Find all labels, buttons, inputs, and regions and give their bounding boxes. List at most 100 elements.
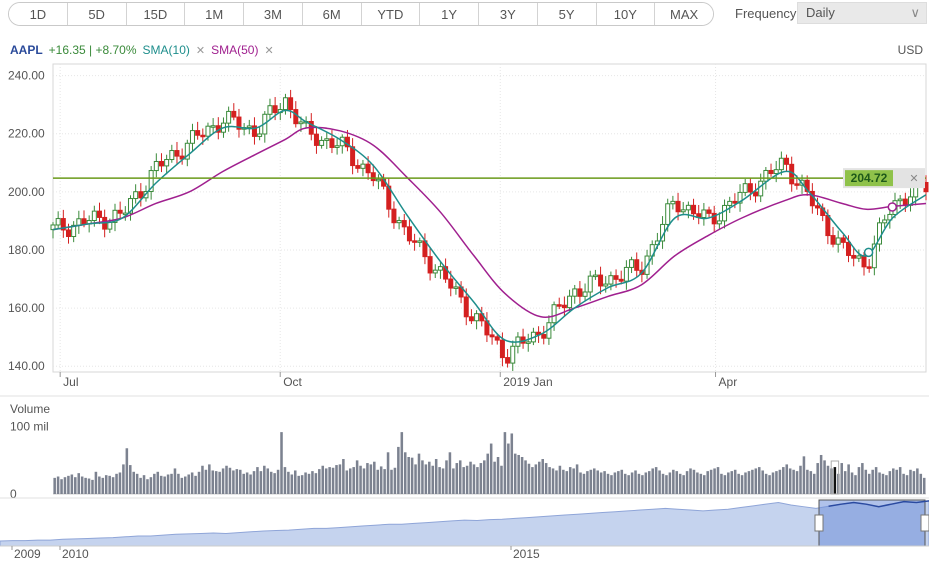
range-button-max[interactable]: MAX [655, 3, 713, 25]
volume-bar [304, 472, 307, 494]
volume-bar [410, 457, 414, 494]
volume-bar [922, 477, 926, 494]
volume-bar [843, 471, 847, 494]
range-button-5y[interactable]: 5Y [537, 3, 597, 25]
volume-bar [644, 472, 648, 494]
legend-sma50[interactable]: SMA(50) [211, 43, 259, 57]
candle-body [618, 278, 624, 282]
volume-bar [342, 459, 345, 494]
candle-body [722, 204, 728, 222]
candle-body [81, 218, 87, 225]
volume-bar [898, 467, 902, 494]
volume-bar [74, 477, 77, 494]
volume-bar [77, 473, 80, 494]
close-level-icon[interactable]: ✕ [909, 173, 918, 185]
legend-sma10[interactable]: SMA(10) [142, 43, 190, 57]
remove-sma10-icon[interactable]: ✕ [195, 44, 206, 57]
candle-body [603, 283, 609, 287]
volume-bar [70, 474, 74, 494]
candle-body [840, 237, 846, 243]
volume-bar [462, 467, 465, 494]
volume-bar [764, 473, 768, 494]
candle-body [313, 133, 319, 146]
volume-bar [689, 468, 692, 494]
volume-bar [177, 473, 180, 494]
range-button-6m[interactable]: 6M [302, 3, 362, 25]
volume-bar [218, 471, 221, 494]
candle-body [763, 169, 769, 182]
legend-change: +16.35 | +8.70% [48, 43, 137, 57]
volume-bar [287, 471, 290, 494]
volume-bar [534, 464, 538, 494]
range-button-15d[interactable]: 15D [126, 3, 186, 25]
volume-bar [132, 471, 135, 494]
volume-bar [393, 467, 397, 494]
volume-bar [369, 464, 373, 494]
volume-bar [338, 464, 342, 494]
range-button-5d[interactable]: 5D [67, 3, 127, 25]
volume-bar [641, 475, 644, 494]
volume-bar [335, 465, 338, 494]
volume-bar [273, 473, 276, 494]
y-tick-label: 160.00 [8, 301, 45, 315]
volume-bar [510, 433, 514, 494]
range-button-1m[interactable]: 1M [185, 3, 244, 25]
candle-body [195, 130, 201, 136]
volume-bar [709, 469, 713, 494]
volume-bar [634, 470, 637, 494]
volume-bar [812, 473, 816, 494]
range-button-1d[interactable]: 1D [9, 3, 68, 25]
candle-body [897, 198, 903, 202]
volume-bar [551, 468, 555, 494]
candle-body [830, 235, 836, 245]
volume-bar [799, 465, 802, 494]
volume-bar [768, 475, 771, 494]
navigator-year-label: 2015 [513, 547, 540, 561]
x-tick-label: Oct [283, 375, 302, 389]
range-button-1y[interactable]: 1Y [420, 3, 479, 25]
range-button-3y[interactable]: 3Y [479, 3, 538, 25]
volume-bar [520, 457, 524, 494]
candle-body [329, 138, 335, 148]
candle-body [370, 172, 376, 182]
volume-bar [139, 477, 142, 494]
navigator-handle-right[interactable] [920, 514, 929, 532]
volume-bar [328, 467, 331, 494]
volume-bar [366, 463, 369, 494]
remove-sma50-icon[interactable]: ✕ [264, 44, 274, 57]
volume-bar [596, 470, 599, 494]
sma50-line [52, 126, 927, 318]
volume-bar [373, 461, 376, 494]
x-tick-label: Apr [719, 375, 738, 389]
candle-body [417, 240, 423, 243]
range-button-3m[interactable]: 3M [244, 3, 303, 25]
volume-bar [421, 460, 424, 494]
price-level-tag [845, 170, 893, 187]
volume-bar [682, 475, 685, 494]
candle-body [592, 274, 598, 278]
candle-body [158, 160, 164, 167]
range-button-ytd[interactable]: YTD [361, 3, 421, 25]
candle-body [623, 266, 629, 282]
navigator-handle-left[interactable] [814, 514, 824, 532]
volume-bar [472, 464, 476, 494]
volume-bar [775, 471, 778, 494]
candle-body [231, 110, 237, 118]
volume-bar [297, 475, 300, 494]
volume-bar [455, 463, 459, 494]
volume-bar [252, 471, 256, 494]
candle-body [432, 269, 438, 274]
volume-bar [771, 472, 775, 494]
volume-bar [867, 473, 871, 494]
candle-body [856, 255, 862, 259]
candle-body [406, 226, 412, 242]
volume-bar [802, 456, 806, 494]
range-button-10y[interactable]: 10Y [596, 3, 656, 25]
plot-frame [52, 63, 927, 373]
candle-body [634, 259, 640, 271]
volume-bar [194, 475, 197, 494]
volume-bar [142, 475, 146, 494]
frequency-select[interactable]: Daily ∨ [797, 2, 927, 24]
volume-bar [159, 475, 163, 494]
